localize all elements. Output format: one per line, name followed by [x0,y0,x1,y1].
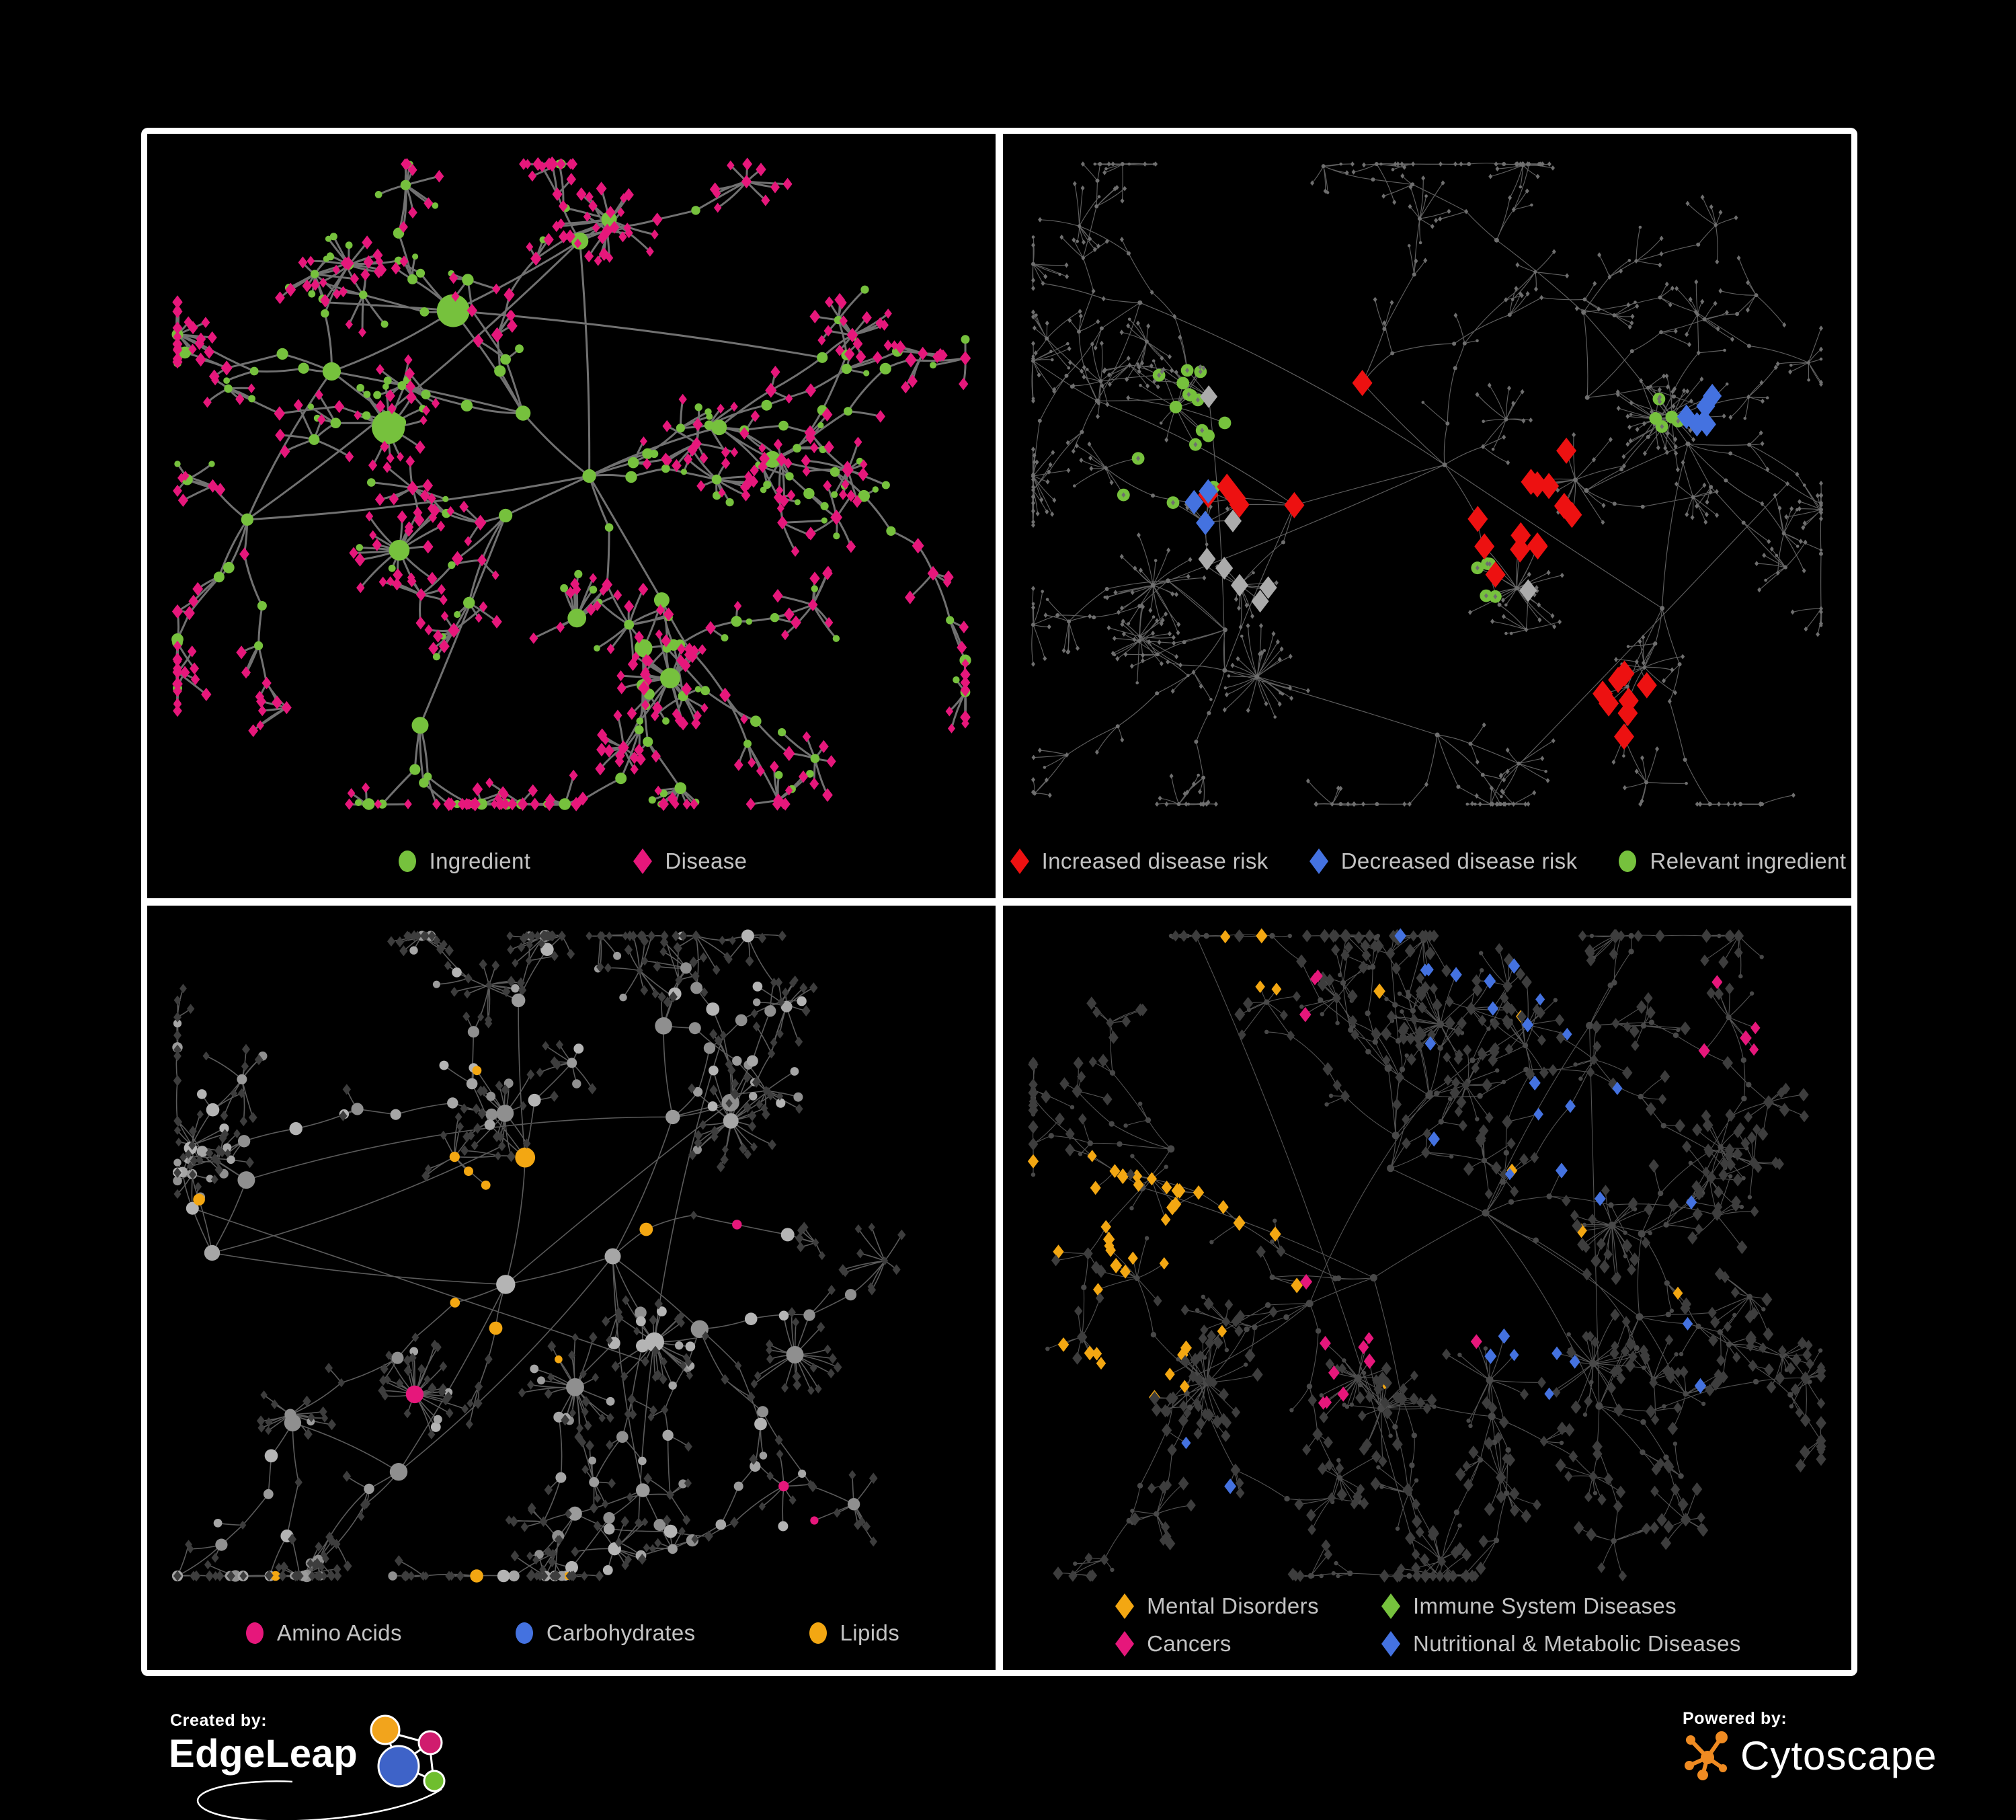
legend-item-ingredient: Ingredient [396,847,531,875]
legend-item-increased-disease-risk: Increased disease risk [1008,847,1268,875]
network-graph-ingredient-disease [171,156,971,812]
legend-circle-icon [1619,850,1637,872]
network-graph-disease-risk [1031,161,1823,807]
legend-diamond-icon [1309,848,1328,874]
legend-diamond-icon [1381,1593,1400,1619]
nodes-layer [1027,928,1826,1583]
legend-label: Lipids [840,1620,900,1645]
edges-layer [1032,934,1822,1577]
legend-item-relevant-ingredient: Relevant ingredient [1616,847,1846,875]
legend-item-immune-system-diseases: Immune System Diseases [1379,1592,1741,1620]
edges-layer [1031,163,1822,806]
panel-nutrient-classes: Amino Acids Carbohydrates Lipids [147,906,996,1670]
nodes-layer [1031,161,1823,807]
legend-label: Decreased disease risk [1340,848,1578,873]
legend-diamond-icon [1115,1593,1135,1619]
legend-label: Relevant ingredient [1650,848,1847,873]
legend-ingredient-disease: Ingredient Disease [147,847,996,875]
legend-item-cancers: Cancers [1113,1630,1319,1658]
cytoscape-logo-text: Cytoscape [1740,1733,1937,1778]
panel-grid: Ingredient Disease Increased disease risk… [141,128,1857,1676]
legend-disease-risk: Increased disease risk Decreased disease … [1003,847,1851,875]
legend-diamond-icon [1115,1631,1135,1657]
network-graph-nutrient-classes [171,929,906,1583]
legend-label: Cancers [1147,1631,1232,1656]
legend-item-amino-acids: Amino Acids [243,1619,402,1647]
edges-layer [175,934,902,1578]
legend-item-disease: Disease [631,847,747,875]
legend-nutrient-classes: Amino Acids Carbohydrates Lipids [147,1619,996,1647]
cytoscape-credit: Powered by: Cytoscape [1683,1709,1992,1796]
created-by-label: Created by: [170,1711,268,1730]
legend-item-carbohydrates: Carbohydrates [513,1619,696,1647]
network-graph-disease-categories [1027,928,1826,1583]
edgeleap-credit: Created by: EdgeLeap [163,1711,459,1820]
legend-circle-icon [809,1622,827,1644]
legend-item-mental-disorders: Mental Disorders [1113,1592,1319,1620]
powered-by-label: Powered by: [1683,1709,1787,1728]
legend-item-nutritional-metabolic-diseases: Nutritional & Metabolic Diseases [1379,1630,1741,1658]
edgeleap-logo-text: EdgeLeap [169,1732,358,1776]
nodes-layer [171,156,971,812]
legend-label: Disease [665,848,748,873]
legend-diamond-icon [1010,848,1029,874]
legend-circle-icon [398,850,416,872]
legend-label: Ingredient [429,848,531,873]
legend-label: Nutritional & Metabolic Diseases [1412,1631,1741,1656]
legend-label: Mental Disorders [1147,1593,1319,1618]
legend-disease-categories: Mental Disorders Immune System Diseases Ca… [1003,1592,1851,1658]
legend-item-lipids: Lipids [807,1619,900,1647]
nodes-layer [171,929,906,1583]
legend-circle-icon [245,1622,264,1644]
legend-label: Immune System Diseases [1412,1593,1677,1618]
cytoscape-logo-icon [1685,1731,1728,1780]
legend-circle-icon [515,1622,533,1644]
legend-label: Carbohydrates [546,1620,696,1645]
legend-item-decreased-disease-risk: Decreased disease risk [1307,847,1578,875]
panel-disease-categories: Mental Disorders Immune System Diseases Ca… [1003,906,1851,1670]
panel-ingredient-disease: Ingredient Disease [147,134,996,898]
legend-label: Amino Acids [276,1620,402,1645]
legend-diamond-icon [633,848,653,874]
panel-disease-risk: Increased disease risk Decreased disease … [1003,134,1851,898]
legend-label: Increased disease risk [1041,848,1268,873]
legend-diamond-icon [1381,1631,1400,1657]
